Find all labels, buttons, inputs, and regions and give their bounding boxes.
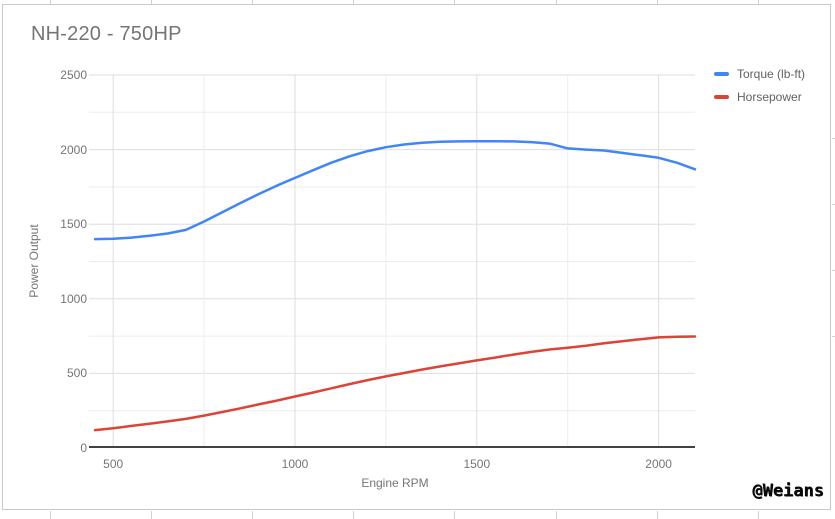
horsepower-line — [93, 335, 697, 432]
y-axis-title: Power Output — [27, 224, 41, 298]
y-tick-label: 2500 — [60, 68, 87, 82]
sheet-row-line-stub — [832, 336, 835, 337]
y-tick-label: 2000 — [60, 142, 87, 157]
horsepower-line-swatch — [714, 95, 729, 99]
legend-label-horsepower: Horsepower — [737, 90, 802, 104]
sheet-column-line-stub — [454, 511, 455, 519]
sheet-column-line-stub — [252, 511, 253, 519]
y-tick-label: 0 — [80, 441, 87, 455]
line-chart-plot-area — [89, 74, 697, 448]
x-tick-label: 1000 — [281, 457, 309, 471]
legend: Torque (lb-ft) Horsepower — [714, 67, 805, 104]
x-tick-label: 500 — [103, 457, 124, 471]
sheet-column-line-stub — [353, 0, 354, 4]
chart-title: NH-220 - 750HP — [31, 23, 182, 45]
y-tick-label: 500 — [66, 366, 87, 381]
torque-line — [93, 139, 697, 241]
sheet-column-line-stub — [758, 0, 759, 4]
x-tick-label: 1500 — [463, 457, 491, 471]
sheet-column-line-stub — [454, 0, 455, 4]
sheet-column-line-stub — [353, 511, 354, 519]
sheet-column-line-stub — [657, 0, 658, 4]
sheet-column-line-stub — [50, 511, 51, 519]
sheet-row-line-stub — [832, 204, 835, 205]
y-tick-label: 1500 — [60, 217, 87, 232]
sheet-column-line-stub — [657, 511, 658, 519]
y-tick-label: 1000 — [60, 291, 87, 306]
legend-item-torque[interactable]: Torque (lb-ft) — [714, 67, 805, 81]
sheet-column-line-stub — [556, 0, 557, 4]
x-axis-title: Engine RPM — [361, 476, 429, 490]
watermark: @Weians — [752, 481, 824, 501]
sheet-column-line-stub — [252, 0, 253, 4]
sheet-column-line-stub — [151, 511, 152, 519]
torque-line-swatch — [714, 72, 729, 76]
chart-card[interactable]: NH-220 - 750HP 0 500 1000 1500 2000 2500 500 10… — [2, 4, 831, 510]
x-tick-label: 2000 — [645, 457, 672, 471]
sheet-column-line-stub — [556, 511, 557, 519]
legend-label-torque: Torque (lb-ft) — [737, 67, 806, 81]
sheet-column-line-stub — [151, 0, 152, 4]
sheet-column-line-stub — [758, 511, 759, 519]
sheet-column-line-stub — [50, 0, 51, 4]
sheet-row-line-stub — [832, 270, 835, 271]
legend-item-horsepower[interactable]: Horsepower — [714, 90, 805, 104]
sheet-row-line-stub — [832, 138, 835, 139]
